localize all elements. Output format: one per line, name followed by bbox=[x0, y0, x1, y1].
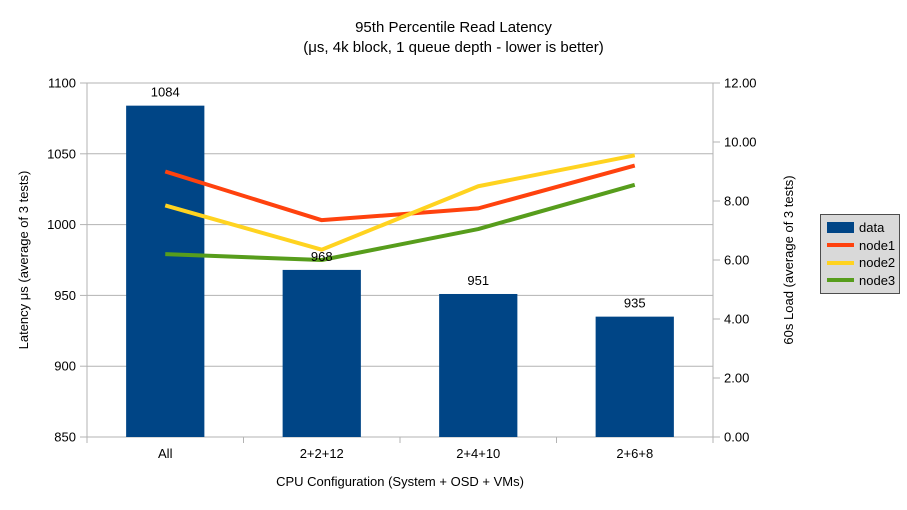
bar-value-label: 935 bbox=[624, 296, 646, 311]
legend-item-node2: node2 bbox=[827, 254, 899, 272]
chart-title-line2: (μs, 4k block, 1 queue depth - lower is … bbox=[303, 39, 604, 56]
legend-label: data bbox=[859, 220, 885, 236]
legend-swatch-node3 bbox=[827, 278, 854, 283]
line-node2 bbox=[164, 153, 636, 252]
legend-item-data: data bbox=[827, 219, 899, 237]
chart-title-line1: 95th Percentile Read Latency bbox=[355, 19, 552, 36]
bar-2+2+12 bbox=[282, 269, 361, 437]
bar-2+6+8 bbox=[595, 316, 674, 437]
bar-value-label: 1084 bbox=[151, 85, 180, 100]
bar-value-label: 951 bbox=[467, 273, 489, 288]
left-axis-tick-label: 900 bbox=[54, 359, 76, 374]
left-axis-tick-label: 1050 bbox=[47, 146, 76, 161]
category-label: 2+4+10 bbox=[456, 446, 500, 461]
line-node1 bbox=[164, 163, 636, 223]
legend-item-node1: node1 bbox=[827, 237, 899, 255]
category-label: 2+2+12 bbox=[300, 446, 344, 461]
x-axis-title: CPU Configuration (System + OSD + VMs) bbox=[276, 474, 524, 489]
legend-item-node3: node3 bbox=[827, 272, 899, 290]
legend-label: node3 bbox=[859, 272, 896, 288]
legend-swatch-node1 bbox=[827, 243, 854, 248]
left-axis-tick-label: 950 bbox=[54, 288, 76, 303]
bar-2+4+10 bbox=[439, 293, 518, 437]
right-axis-title: 60s Load (average of 3 tests) bbox=[781, 175, 796, 344]
left-axis-tick-label: 1100 bbox=[48, 76, 76, 91]
legend-label: node2 bbox=[859, 255, 896, 271]
category-label: All bbox=[158, 446, 173, 461]
category-label: 2+6+8 bbox=[616, 446, 653, 461]
left-axis-tick-label: 1000 bbox=[47, 217, 76, 232]
right-axis-tick-label: 10.00 bbox=[724, 135, 757, 150]
right-axis-tick-label: 2.00 bbox=[724, 371, 749, 386]
right-axis-tick-label: 4.00 bbox=[724, 312, 749, 327]
chart-title: 95th Percentile Read Latency (μs, 4k blo… bbox=[0, 18, 907, 58]
legend-swatch-data bbox=[827, 222, 854, 234]
right-axis-tick-label: 12.00 bbox=[724, 76, 757, 91]
legend-label: node1 bbox=[859, 237, 896, 253]
right-axis-tick-label: 6.00 bbox=[724, 253, 749, 268]
bar-All bbox=[126, 105, 205, 437]
legend-swatch-node2 bbox=[827, 260, 854, 265]
right-axis-tick-label: 0.00 bbox=[724, 430, 749, 445]
bar-value-label: 968 bbox=[311, 249, 333, 264]
line-node3 bbox=[165, 182, 636, 262]
legend: data node1 node2 node3 bbox=[820, 214, 900, 294]
right-axis-tick-label: 8.00 bbox=[724, 194, 749, 209]
left-axis-title: Latency μs (average of 3 tests) bbox=[16, 171, 31, 350]
left-axis-tick-label: 850 bbox=[54, 430, 76, 445]
